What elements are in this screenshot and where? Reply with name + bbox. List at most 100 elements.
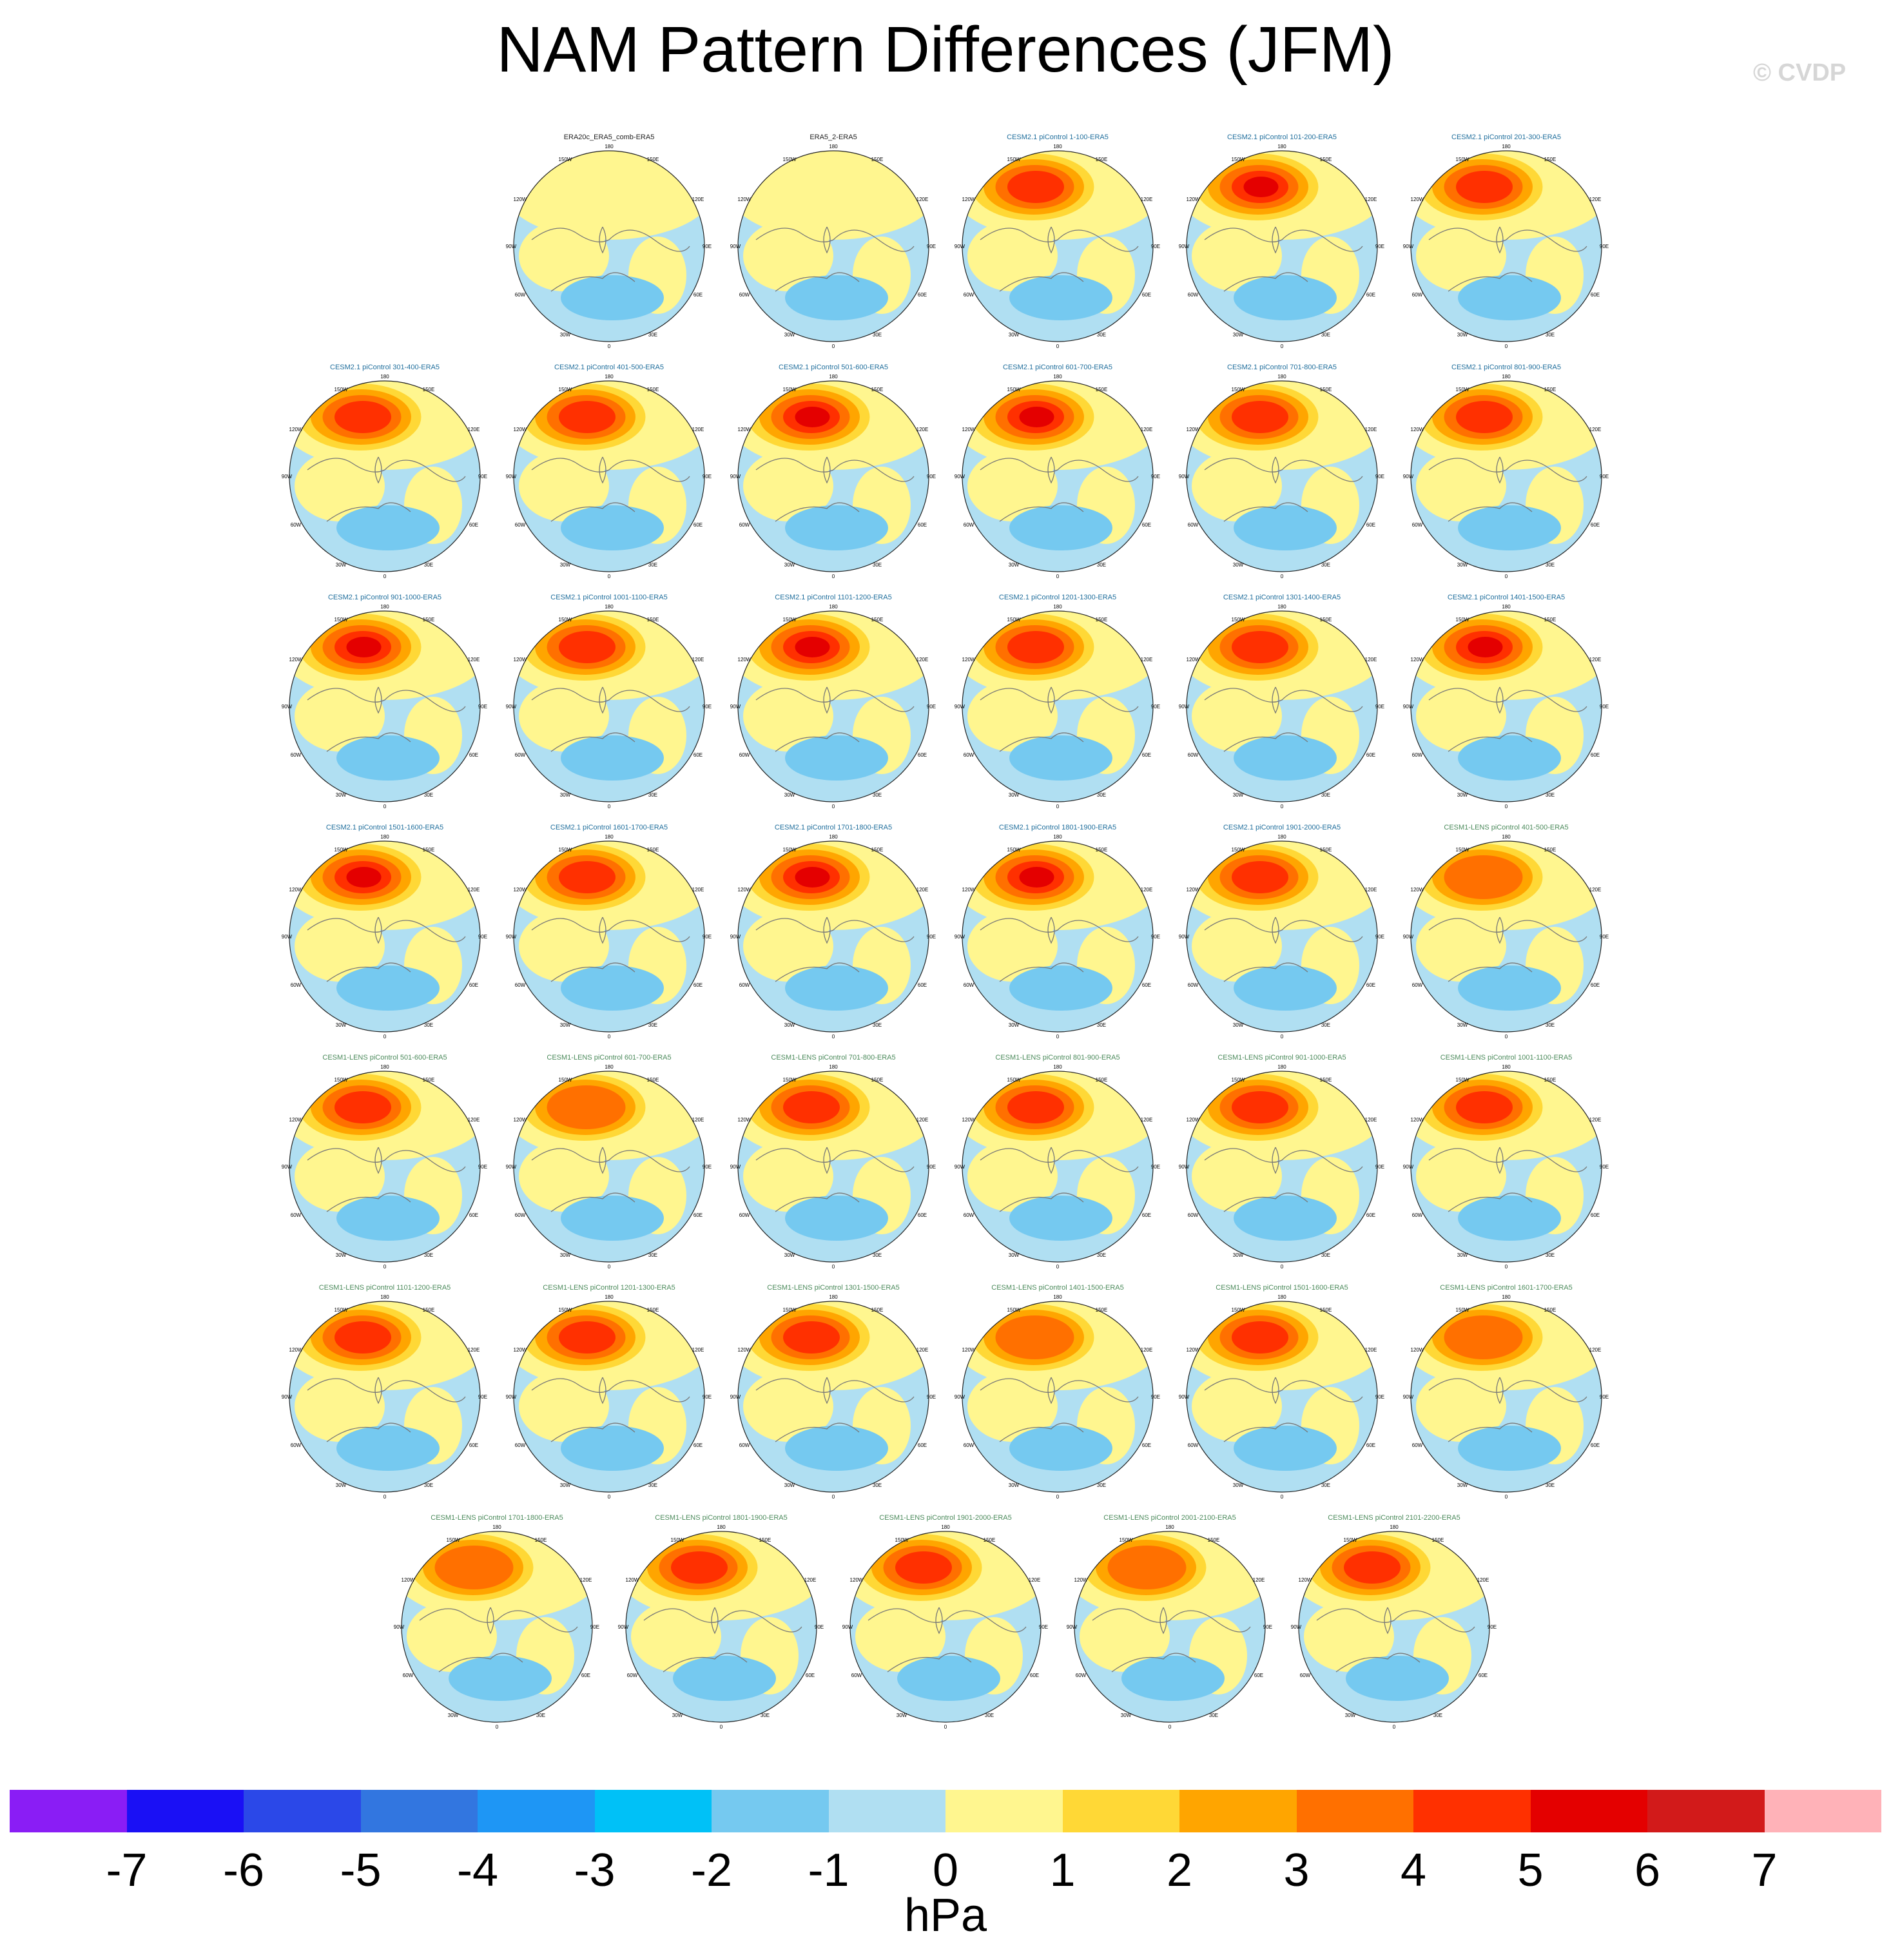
tick-label: 30W bbox=[560, 1022, 571, 1028]
negative-anomaly-center bbox=[1234, 1426, 1337, 1471]
tick-label: 150W bbox=[1232, 387, 1245, 393]
tick-label: 90W bbox=[282, 474, 293, 480]
colorbar-segment bbox=[1647, 1790, 1765, 1832]
tick-label: 150W bbox=[1456, 847, 1469, 853]
tick-label: 150W bbox=[335, 1077, 348, 1083]
tick-label: 60W bbox=[964, 982, 975, 988]
tick-label: 150W bbox=[1007, 1077, 1021, 1083]
tick-label: 0 bbox=[1281, 1494, 1284, 1500]
pacific-high-contour bbox=[1444, 1315, 1523, 1359]
tick-label: 120E bbox=[1141, 887, 1153, 893]
tick-label: 30E bbox=[873, 1252, 882, 1258]
tick-label: 120W bbox=[1187, 1347, 1200, 1353]
tick-label: 60W bbox=[739, 1442, 750, 1448]
colorbar-tick-label: -4 bbox=[426, 1845, 529, 1896]
negative-anomaly-center bbox=[336, 1196, 440, 1241]
tick-label: 30E bbox=[873, 1022, 882, 1028]
tick-label: 30E bbox=[648, 1022, 657, 1028]
tick-label: 120W bbox=[738, 657, 752, 663]
tick-label: 60W bbox=[1188, 752, 1199, 758]
negative-anomaly-center bbox=[785, 505, 888, 550]
tick-label: 120E bbox=[692, 1347, 704, 1353]
tick-label: 150E bbox=[1544, 1077, 1556, 1083]
tick-label: 0 bbox=[1281, 804, 1284, 810]
panel-title: CESM1-LENS piControl 901-1000-ERA5 bbox=[1179, 1053, 1385, 1062]
polar-map: 180 0 150W 150E 120W 120E 90W 90E 60W 60E 30W 30E bbox=[730, 373, 936, 579]
negative-anomaly-center bbox=[1458, 505, 1561, 550]
colorbar-segment bbox=[945, 1790, 1063, 1832]
pacific-high-contour bbox=[783, 1091, 840, 1123]
polar-map: 180 0 150W 150E 120W 120E 90W 90E 60W 60E 30W 30E bbox=[955, 833, 1161, 1040]
tick-label: 150E bbox=[871, 387, 884, 393]
tick-label: 90W bbox=[1179, 934, 1190, 940]
tick-label: 120W bbox=[962, 657, 976, 663]
panel-title: CESM2.1 piControl 401-500-ERA5 bbox=[506, 363, 712, 372]
tick-label: 60E bbox=[469, 752, 478, 758]
negative-anomaly-center bbox=[1009, 965, 1112, 1011]
tick-label: 30W bbox=[1345, 1713, 1356, 1718]
tick-label: 30E bbox=[1321, 1482, 1330, 1488]
tick-label: 120E bbox=[916, 427, 929, 432]
tick-label: 90E bbox=[703, 1164, 712, 1170]
tick-label: 150W bbox=[335, 1307, 348, 1313]
tick-label: 180 bbox=[1165, 1524, 1174, 1530]
panel-title: CESM1-LENS piControl 401-500-ERA5 bbox=[1403, 823, 1609, 832]
map-panel: CESM1-LENS piControl 1301-1500-ERA5 180 0 1… bbox=[730, 1283, 936, 1502]
tick-label: 150W bbox=[1456, 157, 1469, 162]
polar-map: 180 0 150W 150E 120W 120E 90W 90E 60W 60E 30W 30E bbox=[955, 603, 1161, 810]
tick-label: 60W bbox=[964, 752, 975, 758]
colorbar-segment bbox=[10, 1790, 127, 1832]
panel-title: CESM1-LENS piControl 1601-1700-ERA5 bbox=[1403, 1283, 1609, 1292]
tick-label: 90E bbox=[478, 704, 487, 710]
tick-label: 60E bbox=[1591, 752, 1600, 758]
tick-label: 30E bbox=[424, 562, 433, 568]
tick-label: 0 bbox=[1281, 1034, 1284, 1040]
tick-label: 150E bbox=[423, 617, 435, 623]
negative-anomaly-center bbox=[1234, 735, 1337, 781]
tick-label: 60W bbox=[739, 752, 750, 758]
tick-label: 30E bbox=[1097, 332, 1106, 338]
map-panel: CESM1-LENS piControl 1401-1500-ERA5 180 0 1… bbox=[955, 1283, 1161, 1502]
tick-label: 90E bbox=[1151, 1394, 1160, 1400]
tick-label: 60E bbox=[1030, 1673, 1039, 1678]
tick-label: 120W bbox=[738, 197, 752, 202]
tick-label: 120W bbox=[289, 1347, 303, 1353]
colorbar-segment bbox=[127, 1790, 244, 1832]
tick-label: 90W bbox=[506, 704, 517, 710]
tick-label: 150W bbox=[559, 617, 572, 623]
tick-label: 30E bbox=[1097, 792, 1106, 798]
tick-label: 90E bbox=[703, 704, 712, 710]
panel-title: CESM1-LENS piControl 501-600-ERA5 bbox=[282, 1053, 488, 1062]
tick-label: 0 bbox=[608, 1494, 611, 1500]
tick-label: 0 bbox=[1505, 344, 1508, 349]
tick-label: 120W bbox=[962, 197, 976, 202]
tick-label: 90W bbox=[1403, 704, 1414, 710]
colorbar-tick-label: -2 bbox=[660, 1845, 763, 1896]
tick-label: 0 bbox=[1056, 574, 1060, 579]
tick-label: 60E bbox=[918, 292, 927, 298]
polar-map: 180 0 150W 150E 120W 120E 90W 90E 60W 60E 30W 30E bbox=[1403, 1063, 1609, 1270]
tick-label: 120E bbox=[468, 427, 480, 432]
tick-label: 180 bbox=[605, 1064, 614, 1070]
tick-label: 60W bbox=[291, 1442, 302, 1448]
tick-label: 60E bbox=[1366, 522, 1375, 528]
panel-title: CESM1-LENS piControl 2001-2100-ERA5 bbox=[1067, 1513, 1273, 1522]
polar-map: 180 0 150W 150E 120W 120E 90W 90E 60W 60E 30W 30E bbox=[1403, 1294, 1609, 1500]
tick-label: 120W bbox=[289, 657, 303, 663]
tick-label: 120E bbox=[1589, 657, 1602, 663]
negative-anomaly-center bbox=[1009, 735, 1112, 781]
tick-label: 30W bbox=[1457, 1252, 1468, 1258]
tick-label: 150W bbox=[1456, 387, 1469, 393]
tick-label: 60W bbox=[964, 1442, 975, 1448]
map-panel: CESM1-LENS piControl 401-500-ERA5 180 0 150… bbox=[1403, 823, 1609, 1042]
tick-label: 90W bbox=[618, 1624, 629, 1630]
negative-anomaly-center bbox=[561, 505, 664, 550]
pacific-high-contour bbox=[1232, 631, 1288, 663]
tick-label: 90E bbox=[1151, 244, 1160, 249]
pacific-high-contour bbox=[335, 401, 391, 433]
tick-label: 180 bbox=[1502, 604, 1511, 610]
pacific-high-contour bbox=[1232, 1091, 1288, 1123]
tick-label: 150E bbox=[1096, 847, 1108, 853]
tick-label: 90W bbox=[730, 704, 741, 710]
tick-label: 30W bbox=[1009, 792, 1020, 798]
